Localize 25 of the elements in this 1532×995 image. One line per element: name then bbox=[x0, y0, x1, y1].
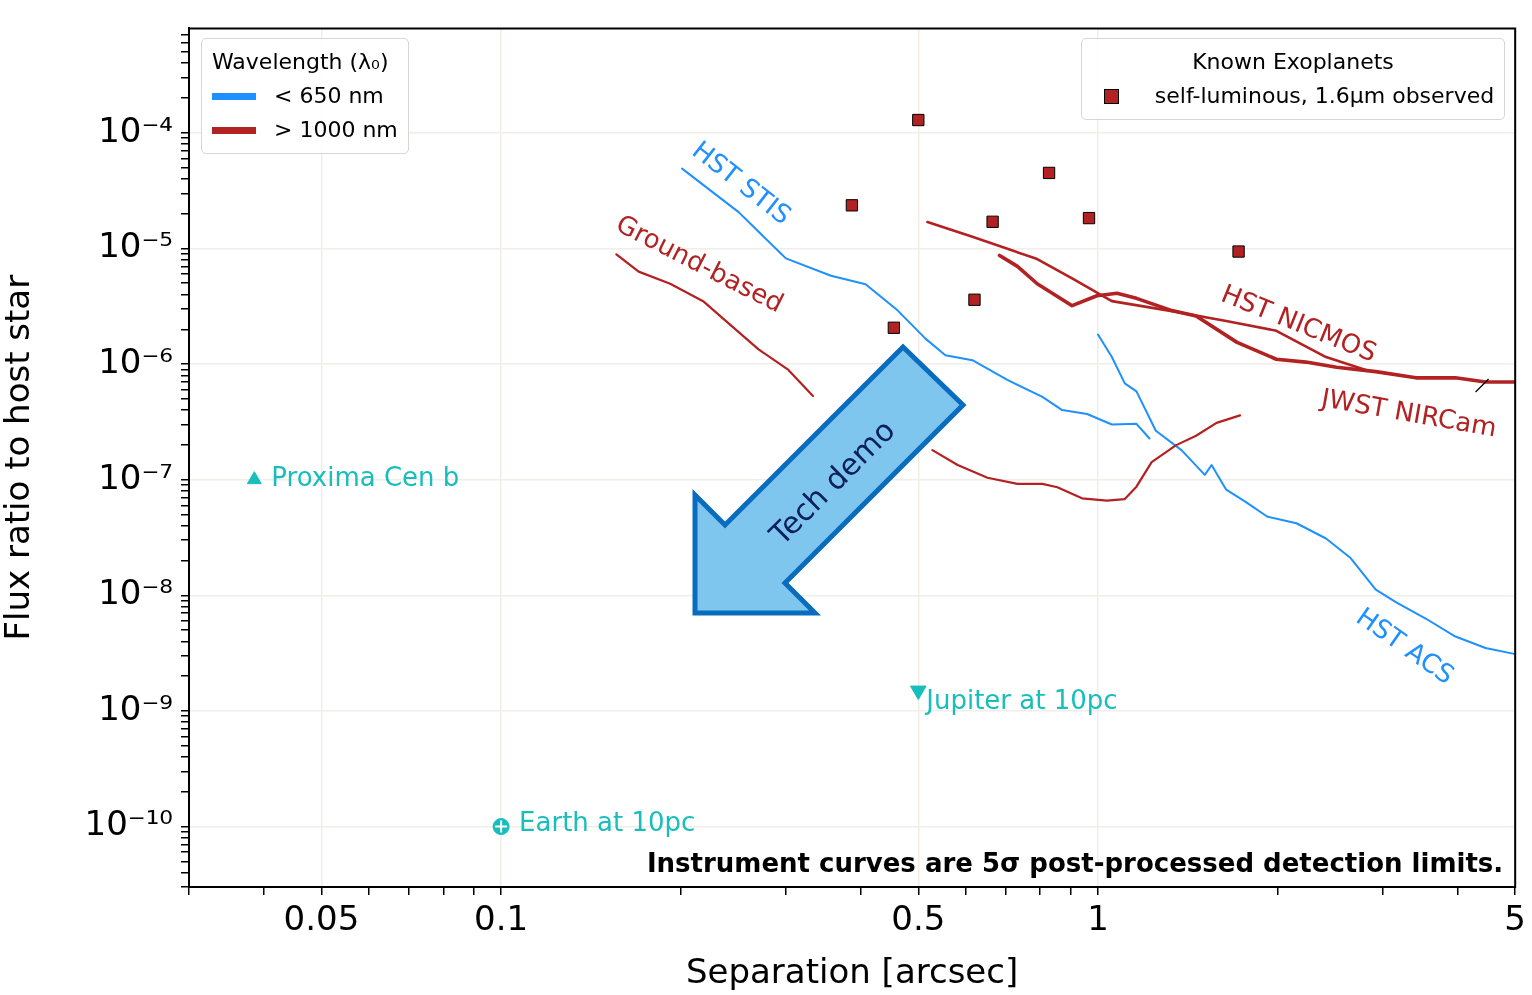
x-axis-title: Separation [arcsec] bbox=[685, 951, 1019, 992]
y-tick-label: 10⁻⁷ bbox=[98, 456, 173, 497]
y-tick-label: 10⁻⁹ bbox=[98, 687, 173, 728]
series-label: Proxima Cen b bbox=[271, 462, 460, 493]
text: JWST NIRCam bbox=[1317, 381, 1500, 443]
x-tick-label: 0.5 bbox=[891, 898, 946, 939]
y-tick-label: 10⁻¹⁰ bbox=[84, 803, 173, 844]
legend-label: > 1000 nm bbox=[273, 116, 398, 145]
x-tick-label: 0.1 bbox=[474, 898, 529, 939]
legend-label: < 650 nm bbox=[273, 82, 385, 111]
series-label: Jupiter at 10pc bbox=[924, 685, 1118, 716]
y-tick-label: 10⁻⁴ bbox=[98, 109, 173, 150]
legend-title: Wavelength (λ₀) bbox=[212, 48, 390, 77]
x-tick-label: 5 bbox=[1504, 898, 1526, 939]
y-tick-label: 10⁻⁶ bbox=[98, 340, 173, 381]
text: HST ACS bbox=[1351, 601, 1461, 690]
y-tick-label: 10⁻⁸ bbox=[98, 572, 173, 613]
y-tick-label: 10⁻⁵ bbox=[98, 225, 173, 266]
x-tick-label: 0.05 bbox=[283, 898, 360, 939]
annotation: Known Exoplanets bbox=[1191, 48, 1395, 77]
legend-label: self-luminous, 1.6µm observed bbox=[1153, 82, 1495, 111]
annotation: Instrument curves are 5σ post-processed detection limits. bbox=[646, 847, 1504, 878]
x-tick-label: 1 bbox=[1087, 898, 1109, 939]
series-label: Earth at 10pc bbox=[519, 807, 696, 838]
y-axis-title: Flux ratio to host star bbox=[0, 274, 38, 641]
